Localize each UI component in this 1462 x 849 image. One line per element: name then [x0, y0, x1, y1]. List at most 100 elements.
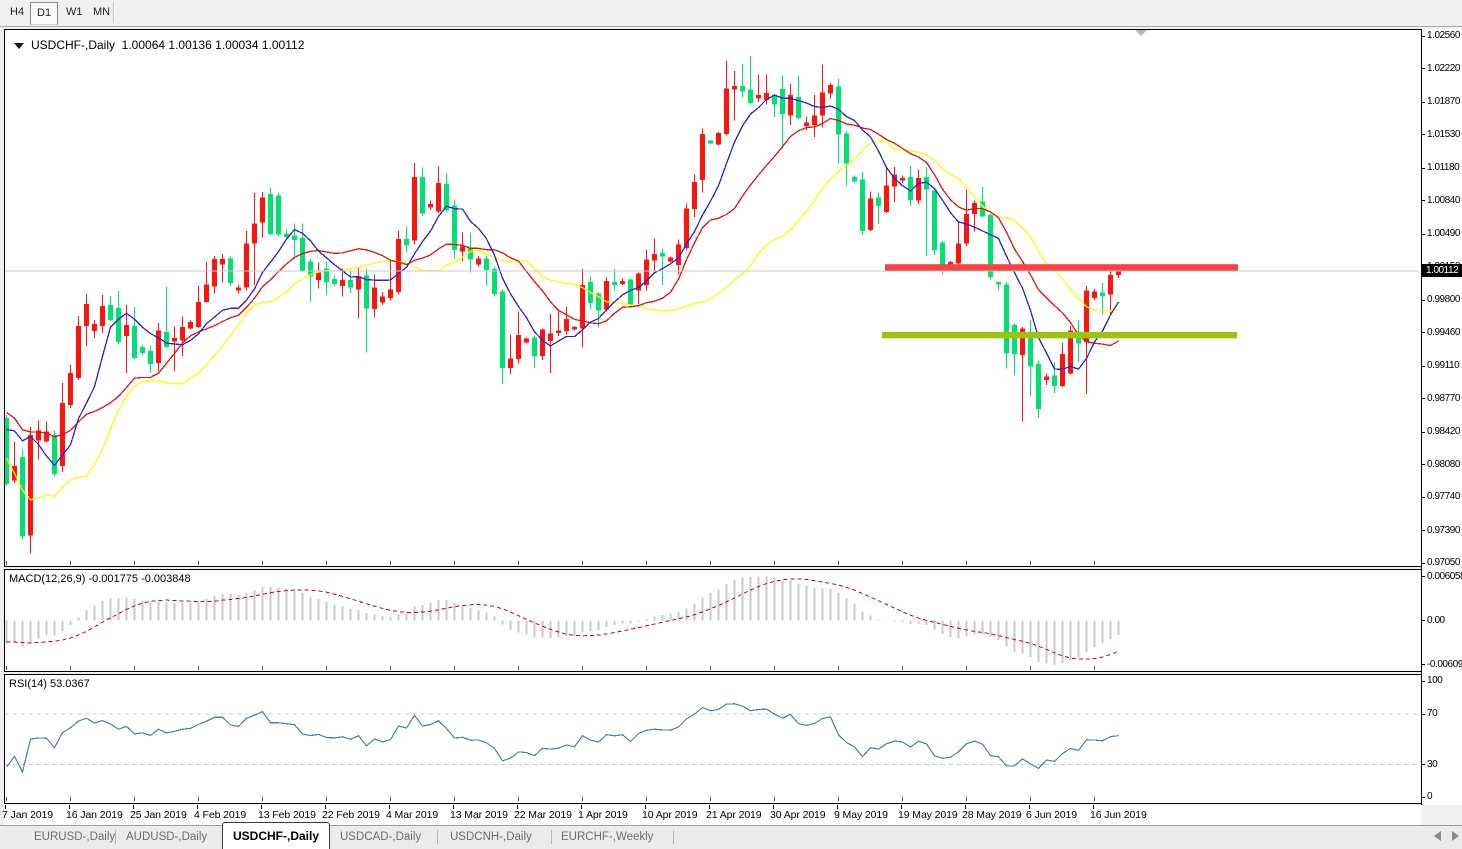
tab-scroll-right-icon[interactable]: [1452, 831, 1459, 841]
price-tick: [1421, 530, 1425, 532]
time-tick: [261, 805, 262, 809]
rsi-line: [6, 703, 1119, 774]
time-tick: [581, 805, 582, 809]
ohlc-open: 1.00064: [121, 38, 166, 52]
time-tick: [837, 805, 838, 809]
chart-tab-bar: EURUSD-,Daily AUDUSD-,Daily USDCHF-,Daily U…: [0, 822, 1462, 849]
symbol-dropdown-icon[interactable]: [14, 43, 24, 49]
time-axis-label: 22 Mar 2019: [514, 809, 572, 821]
rsi-scale-tick: [1421, 796, 1425, 798]
current-price-badge: 1.00112: [1421, 264, 1462, 278]
time-axis-label: 28 May 2019: [962, 809, 1022, 821]
price-axis-label: 0.97740: [1427, 491, 1460, 503]
time-tick: [133, 805, 134, 809]
ma-slow-line: [5, 139, 1119, 501]
ma-mid-line: [6, 117, 1119, 438]
price-axis-label: 0.99800: [1427, 294, 1460, 306]
price-tick: [1421, 365, 1425, 367]
chart-ohlc-header: USDCHF-,Daily 1.00064 1.00136 1.00034 1.…: [14, 38, 304, 52]
time-tick: [1093, 805, 1094, 809]
resistance-line: [885, 264, 1238, 271]
rsi-scale-label: 0: [1427, 791, 1433, 802]
chart-tab-eurusd[interactable]: EURUSD-,Daily: [34, 831, 116, 843]
macd-label: MACD(12,26,9) -0.001775 -0.003848: [9, 573, 191, 585]
rsi-scale-label: 100: [1427, 675, 1443, 686]
time-axis-label: 19 May 2019: [898, 809, 958, 821]
price-tick: [1421, 562, 1425, 564]
candles: [5, 55, 1121, 554]
price-tick: [1421, 101, 1425, 103]
rsi-scale-tick: [1421, 764, 1425, 766]
price-tick: [1421, 233, 1425, 235]
main-chart-pane[interactable]: USDCHF-,Daily 1.00064 1.00136 1.00034 1.…: [4, 29, 1422, 567]
time-axis-label: 4 Feb 2019: [194, 809, 247, 821]
tab-separator: [115, 830, 116, 844]
rsi-scale-tick: [1421, 680, 1425, 682]
price-axis-label: 1.01870: [1427, 96, 1460, 108]
time-axis-label: 4 Mar 2019: [386, 809, 439, 821]
price-axis-label: 1.02220: [1427, 62, 1460, 74]
time-tick: [1029, 805, 1030, 809]
price-tick: [1421, 332, 1425, 334]
time-axis-label: 6 Jun 2019: [1026, 809, 1077, 821]
tab-separator: [437, 830, 438, 844]
tab-separator: [551, 830, 552, 844]
support-line: [882, 331, 1237, 339]
tab-separator: [673, 830, 674, 844]
macd-scale-tick: [1421, 664, 1425, 666]
price-axis-label: 0.98770: [1427, 392, 1460, 404]
time-tick: [645, 805, 646, 809]
time-tick: [901, 805, 902, 809]
rsi-pane[interactable]: RSI(14) 53.0367: [4, 674, 1422, 804]
chart-tab-audusd[interactable]: AUDUSD-,Daily: [126, 831, 208, 843]
scroll-to-end-icon[interactable]: [1135, 30, 1147, 36]
price-axis-label: 1.00840: [1427, 194, 1460, 206]
time-tick: [773, 805, 774, 809]
rsi-scale-tick: [1421, 713, 1425, 715]
time-axis-label: 30 Apr 2019: [770, 809, 826, 821]
time-tick: [965, 805, 966, 809]
price-axis-label: 0.98080: [1427, 458, 1460, 470]
ma-fast-line: [6, 94, 1120, 467]
timeframe-button-mn[interactable]: MN: [93, 6, 111, 18]
price-axis-label: 0.97050: [1427, 557, 1460, 569]
macd-signal-line: [6, 578, 1119, 660]
timeframe-button-h4[interactable]: H4: [10, 6, 25, 18]
macd-scale-tick: [1421, 576, 1425, 577]
macd-scale-tick: [1421, 620, 1425, 622]
time-tick: [325, 805, 326, 809]
rsi-scale-label: 30: [1427, 758, 1438, 770]
time-tick: [389, 805, 390, 809]
macd-pane[interactable]: MACD(12,26,9) -0.001775 -0.003848: [4, 569, 1422, 672]
tab-scroll-left-icon[interactable]: [1434, 831, 1441, 841]
macd-histogram: [5, 576, 1120, 665]
price-axis-label: 0.99110: [1427, 360, 1460, 372]
time-tick: [517, 805, 518, 809]
time-tick: [709, 805, 710, 809]
price-axis-label: 1.01530: [1427, 128, 1460, 140]
price-axis-label: 0.97390: [1427, 524, 1460, 536]
chart-tab-eurchf[interactable]: EURCHF-,Weekly: [561, 831, 654, 843]
timeframe-button-d1[interactable]: D1: [30, 2, 59, 25]
timeframe-button-w1[interactable]: W1: [66, 6, 83, 18]
ohlc-low: 1.00034: [215, 38, 259, 52]
time-axis-label: 22 Feb 2019: [322, 809, 380, 821]
macd-scale-label: -0.0060988: [1427, 658, 1462, 670]
time-axis[interactable]: 7 Jan 2019 16 Jan 2019 25 Jan 2019 4 Feb 20…: [0, 805, 1462, 825]
rsi-label: RSI(14) 53.0367: [9, 678, 90, 690]
macd-scale-label: 0.0060588: [1427, 570, 1462, 582]
chart-tab-usdcnh[interactable]: USDCNH-,Daily: [450, 831, 532, 843]
timeframe-toolbar: H4 D1 W1 MN: [0, 0, 1462, 27]
ohlc-close: 1.00112: [261, 38, 305, 52]
time-axis-label: 21 Apr 2019: [706, 809, 762, 821]
time-tick: [5, 805, 6, 809]
price-axis-label: 0.98420: [1427, 426, 1460, 438]
price-tick: [1421, 496, 1425, 498]
chart-tab-usdchf[interactable]: USDCHF-,Daily: [222, 822, 331, 849]
price-tick: [1421, 134, 1425, 136]
chart-tab-usdcad[interactable]: USDCAD-,Daily: [340, 831, 422, 843]
price-axis[interactable]: 1.02560 1.02220 1.01870 1.01530 1.01180 1.008…: [1421, 29, 1462, 805]
ohlc-high: 1.00136: [168, 38, 212, 52]
price-tick: [1421, 35, 1425, 37]
